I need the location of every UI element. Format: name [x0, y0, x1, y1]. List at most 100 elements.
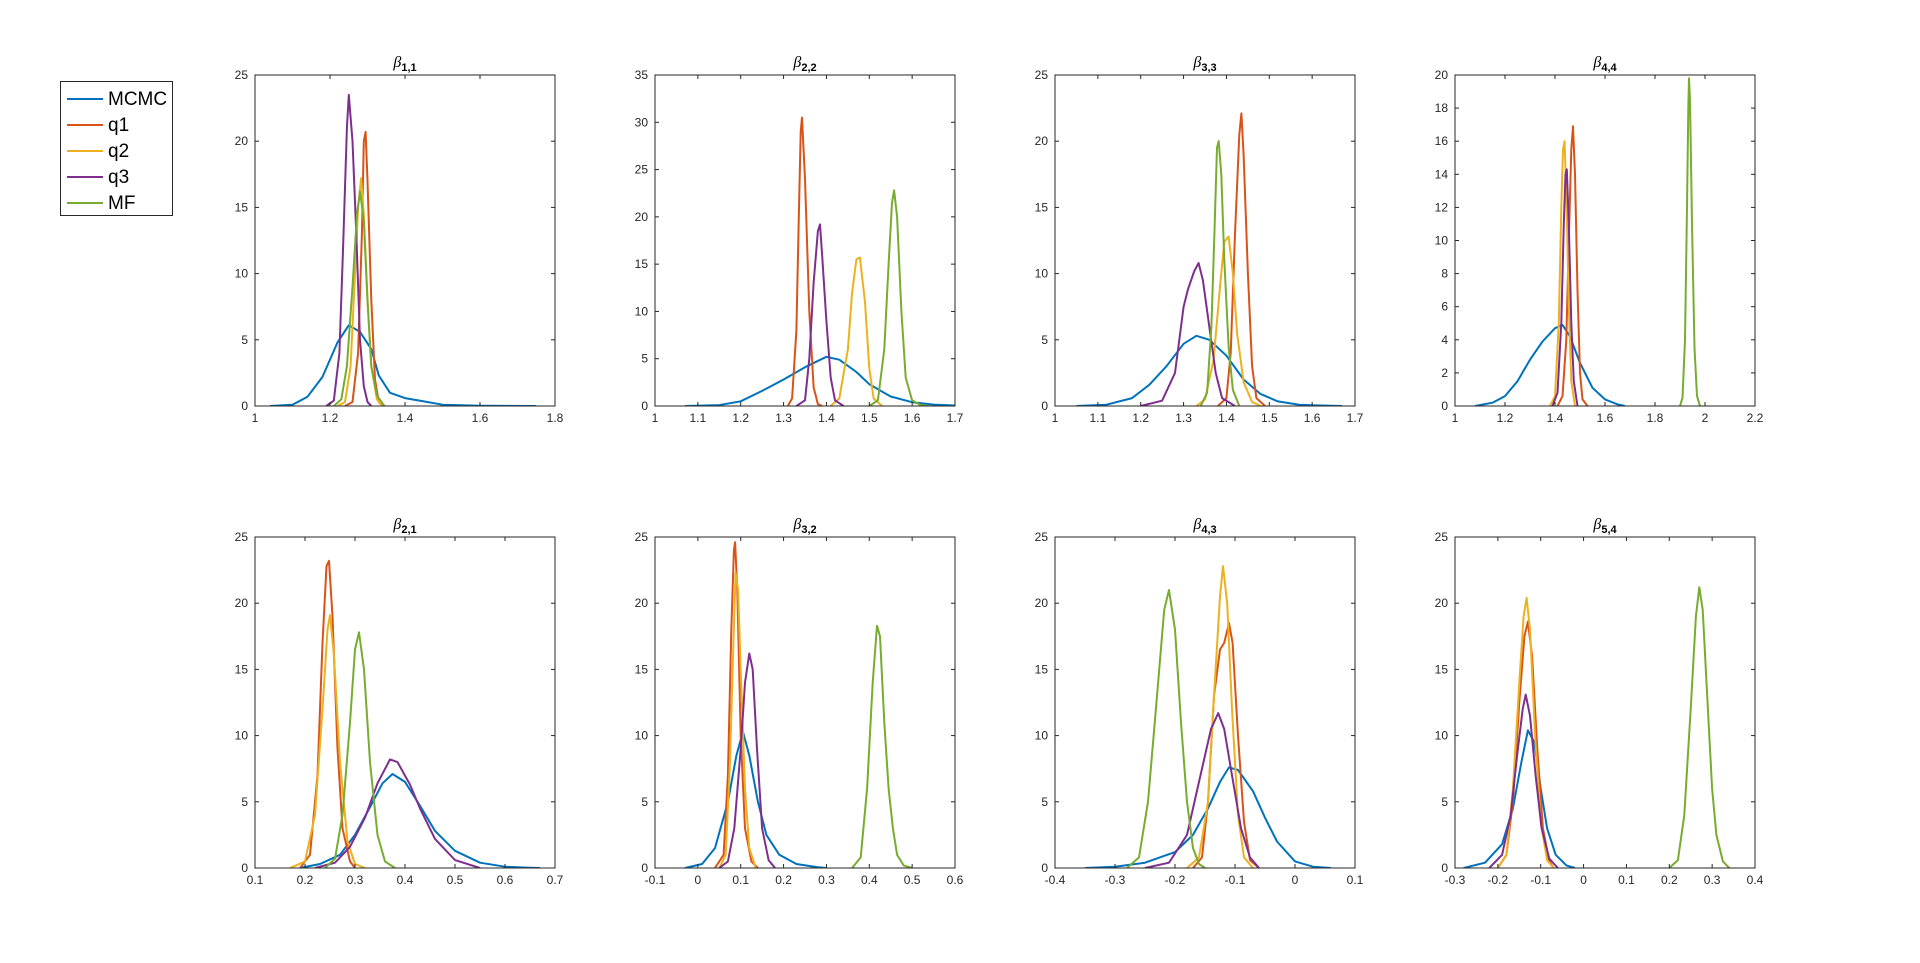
subplot-6: -0.4 -0.3 -0.2 -0.1 0 0.1 0 5 10 15 20 25 β4,3 [1035, 516, 1364, 887]
series-line-mcmc [1463, 729, 1576, 868]
y-tick-label: 10 [1035, 729, 1049, 743]
x-tick-label: 0.4 [397, 873, 414, 887]
y-tick-label: 20 [635, 596, 649, 610]
legend-swatch [67, 124, 103, 126]
subplot-title: β4,4 [1592, 54, 1617, 74]
x-tick-label: 0 [1580, 873, 1587, 887]
x-tick-label: 1.2 [732, 411, 749, 425]
series-line-q2 [718, 571, 757, 868]
y-tick-label: 2 [1441, 366, 1448, 380]
series-line-mcmc [684, 355, 955, 406]
x-tick-label: 1.5 [1261, 411, 1278, 425]
y-tick-label: 16 [1435, 134, 1449, 148]
y-tick-label: 0 [1041, 861, 1048, 875]
y-tick-label: 0 [1441, 399, 1448, 413]
x-tick-label: 1 [652, 411, 659, 425]
subplot-2: 1 1.1 1.2 1.3 1.4 1.5 1.6 1.7 0 5 10 15 20 25 β3,3 [1035, 54, 1364, 425]
title-symbol: β [792, 516, 801, 533]
y-tick-label: 18 [1435, 101, 1449, 115]
subplot-0: 1 1.2 1.4 1.6 1.8 0 5 10 15 20 25 β1,1 [235, 54, 564, 425]
x-tick-label: 1.6 [1304, 411, 1321, 425]
y-tick-label: 20 [1035, 596, 1049, 610]
y-tick-label: 5 [241, 795, 248, 809]
series-line-q3 [314, 758, 481, 868]
y-tick-label: 10 [1435, 729, 1449, 743]
y-tick-label: 10 [1035, 267, 1049, 281]
x-tick-label: 1.7 [947, 411, 964, 425]
y-tick-label: 10 [235, 267, 249, 281]
x-tick-label: 0.7 [547, 873, 564, 887]
axes-box [654, 536, 956, 869]
y-tick-label: 0 [1441, 861, 1448, 875]
series-group [684, 541, 913, 868]
x-tick-label: 0.1 [732, 873, 749, 887]
series-line-q1 [299, 559, 356, 868]
subplot-4: 0.1 0.2 0.3 0.4 0.5 0.6 0.7 0 5 10 15 20 25 β2,1 [235, 516, 564, 887]
y-tick-label: 5 [241, 333, 248, 347]
subplot-1: 1 1.1 1.2 1.3 1.4 1.5 1.6 1.7 0 5 10 15 20 25 30 35 β2,2 [635, 54, 964, 425]
y-tick-label: 0 [1041, 399, 1048, 413]
y-tick-label: 14 [1435, 167, 1449, 181]
series-line-q1 [1556, 125, 1589, 406]
title-symbol: β [1592, 54, 1601, 71]
subplot-title: β2,1 [392, 516, 416, 536]
title-symbol: β [1592, 516, 1601, 533]
series-group [289, 559, 541, 868]
x-tick-label: 2.2 [1747, 411, 1764, 425]
subplot-title: β3,3 [1192, 54, 1216, 74]
axes-box [254, 536, 556, 869]
series-line-q2 [1195, 235, 1262, 406]
x-tick-label: -0.1 [645, 873, 666, 887]
series-line-q3 [795, 223, 845, 406]
series-line-mcmc [1084, 766, 1332, 868]
axes-box [254, 74, 556, 407]
legend-label: q1 [108, 115, 130, 136]
x-tick-label: 1.8 [547, 411, 564, 425]
x-tick-label: 0.1 [1618, 873, 1635, 887]
x-tick-label: 1.1 [1090, 411, 1107, 425]
series-line-mcmc [1474, 323, 1626, 406]
title-subscript: 4,3 [1201, 524, 1216, 536]
series-line-q3 [718, 652, 776, 868]
series-line-mf [1199, 140, 1241, 406]
axes-box [1054, 74, 1356, 407]
title-symbol: β [392, 516, 401, 533]
y-tick-label: 0 [241, 861, 248, 875]
title-symbol: β [392, 54, 401, 71]
legend-item-q3: q3 [61, 164, 174, 190]
series-line-mcmc [269, 324, 537, 406]
y-tick-label: 20 [235, 596, 249, 610]
legend-swatch [67, 150, 103, 152]
y-tick-label: 25 [635, 163, 649, 177]
series-group [1474, 77, 1701, 406]
axes-box [1454, 74, 1756, 407]
y-tick-label: 15 [235, 662, 249, 676]
y-tick-label: 25 [635, 530, 649, 544]
legend-label: q2 [108, 141, 130, 162]
y-tick-label: 5 [641, 352, 648, 366]
x-tick-label: 1 [252, 411, 259, 425]
axes-box [1454, 536, 1756, 869]
y-tick-label: 15 [1035, 200, 1049, 214]
x-tick-label: 1.4 [1218, 411, 1235, 425]
series-line-q3 [1488, 693, 1559, 868]
legend-label: q3 [108, 167, 130, 188]
title-subscript: 3,2 [801, 524, 816, 536]
series-line-q3 [1144, 712, 1260, 868]
series-line-q1 [787, 116, 823, 406]
x-tick-label: 0.2 [775, 873, 792, 887]
y-tick-label: 15 [1435, 662, 1449, 676]
x-tick-label: 1.2 [322, 411, 339, 425]
series-line-q3 [1140, 262, 1236, 406]
series-line-mf [1668, 586, 1731, 868]
series-line-mf [868, 189, 930, 406]
title-subscript: 4,4 [1601, 62, 1617, 74]
x-tick-label: 0.1 [247, 873, 264, 887]
x-tick-label: 0.4 [861, 873, 878, 887]
y-tick-label: 5 [1041, 795, 1048, 809]
x-tick-label: 1.6 [904, 411, 921, 425]
x-tick-label: -0.3 [1445, 873, 1466, 887]
series-line-q2 [1186, 565, 1254, 868]
x-tick-label: 0.3 [1704, 873, 1721, 887]
x-tick-label: 1 [1052, 411, 1059, 425]
